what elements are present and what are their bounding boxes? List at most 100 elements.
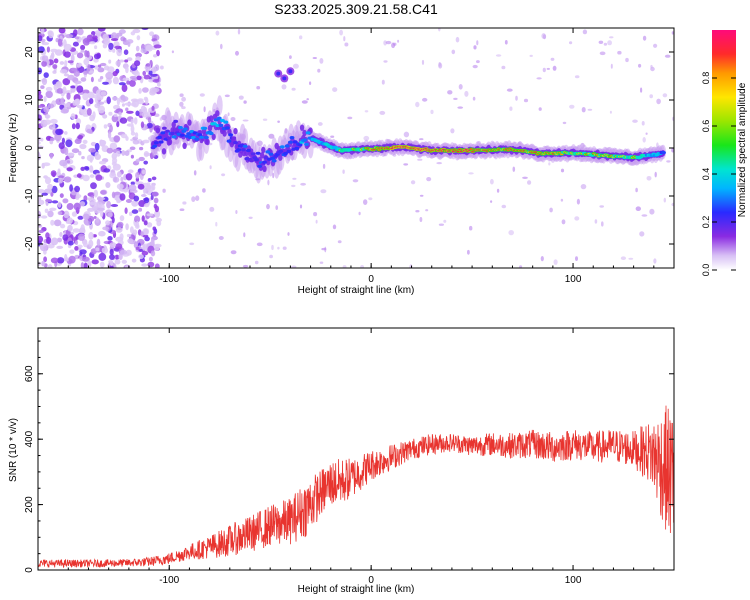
spectrogram-noise-cell [468, 172, 474, 175]
spectrogram-noise-cell [291, 265, 297, 268]
spectrogram-ridge-core [279, 145, 285, 149]
spectrogram-noise-cell [38, 229, 44, 234]
spectrogram-noise-cell [453, 97, 458, 100]
spectrogram-noise-cell [109, 254, 115, 260]
spectrogram-noise-cell [38, 235, 44, 243]
spectrogram-noise-cell [131, 258, 137, 263]
spectrogram-noise-cell [56, 257, 65, 264]
spectrogram-noise-cell [38, 90, 42, 95]
spectrogram-noise-cell [141, 215, 145, 222]
spectrogram-ridge-cell [211, 133, 216, 141]
spectrogram-noise-cell [68, 255, 76, 264]
spectrogram-noise-cell [150, 250, 156, 257]
spectrogram-noise-cell [50, 137, 55, 142]
spectrogram-noise-cell [447, 90, 453, 95]
y-tick-label: 20 [24, 46, 35, 58]
spectrogram-noise-cell [133, 195, 140, 202]
spectrogram-noise-cell [153, 197, 159, 204]
spectrogram-noise-cell [287, 232, 290, 236]
spectrogram-noise-cell [70, 85, 76, 89]
spectrogram-noise-cell [153, 44, 162, 49]
spectrogram-noise-cell [256, 86, 261, 90]
spectrogram-noise-cell [83, 262, 88, 268]
spectrogram-noise-cell [277, 120, 280, 123]
spectrogram-noise-cell [580, 184, 587, 190]
spectrogram-noise-cell [38, 210, 42, 219]
spectrogram-noise-cell [309, 81, 312, 85]
spectrogram-noise-cell [121, 96, 129, 102]
colorbar-tick-label: 0.0 [701, 264, 711, 277]
spectrogram-noise-cell [44, 188, 52, 194]
spectrogram-noise-cell [63, 39, 67, 48]
spectrogram-noise-cell [38, 141, 41, 145]
spectrogram-noise-cell [490, 178, 494, 185]
spectrogram-noise-cell [299, 204, 303, 209]
spectrogram-ridge-core [216, 116, 222, 120]
spectrogram-noise-cell [581, 107, 586, 113]
x-tick-label: -100 [159, 575, 179, 586]
spectrogram-noise-cell [112, 71, 118, 77]
spectrogram-noise-cell [113, 113, 118, 118]
spectrogram-noise-cell [45, 86, 53, 92]
spectrogram-noise-cell [76, 85, 84, 93]
spectrogram-noise-cell [124, 102, 132, 106]
spectrogram-ridge-core [263, 156, 269, 160]
spectrogram-noise-cell [209, 206, 215, 212]
spectrogram-noise-cell [632, 119, 638, 123]
spectrogram-noise-cell [67, 60, 74, 64]
spectrogram-noise-cell [358, 211, 361, 216]
spectrogram-noise-cell [51, 200, 59, 204]
spectrogram-noise-cell [43, 96, 47, 103]
spectrogram-noise-cell [368, 197, 373, 201]
spectrogram-noise-cell [330, 135, 335, 138]
spectrogram-noise-cell [153, 203, 158, 209]
spectrogram-halo-cell [242, 128, 249, 149]
spectrogram-noise-cell [109, 124, 113, 133]
spectrogram-noise-cell [44, 114, 51, 119]
snr-axes: -100 0 100 0 200 400 600 [24, 328, 675, 586]
snr-frame [37, 327, 675, 571]
spectrogram-noise-cell [425, 209, 429, 212]
spectrogram-noise-cell [105, 220, 111, 226]
spectrogram-noise-cell [93, 53, 101, 60]
spectrogram-noise-cell [72, 228, 81, 233]
spectrogram-noise-cell [134, 215, 141, 223]
spectrogram-noise-cell [103, 168, 111, 173]
spectrogram-ridge-core [250, 152, 256, 156]
spectrogram-noise-cell [238, 95, 244, 100]
spectrogram-noise-cell [94, 65, 98, 70]
spectrogram-ridge-core [153, 141, 159, 145]
spectrogram-noise-cell [142, 244, 146, 251]
spectrogram-noise-cell [490, 200, 493, 203]
spectrogram-noise-cell [74, 240, 79, 246]
colorbar-gradient [712, 30, 736, 270]
spectrogram-noise-cell [560, 168, 565, 173]
spectrogram-noise-cell [126, 80, 131, 85]
spectrogram-noise-cell [70, 54, 75, 63]
spectrogram-noise-cell [127, 238, 134, 244]
spectrogram-noise-cell [299, 35, 303, 40]
spectrogram-noise-cell [610, 63, 613, 69]
spectrogram-noise-cell [45, 90, 53, 99]
spectrogram-noise-cell [617, 50, 622, 55]
spectrogram-noise-cell [154, 210, 161, 218]
spectrogram-noise-cell [49, 207, 57, 211]
spectrogram-noise-cell [92, 94, 98, 99]
spectrogram-noise-cell [125, 223, 129, 231]
spectrogram-noise-cell [195, 195, 200, 201]
spectrogram-noise-cell [49, 152, 54, 159]
spectrogram-noise-cell [119, 249, 128, 255]
spectrogram-noise-cell [560, 198, 564, 202]
spectrogram-noise-cell [65, 34, 73, 39]
spectrogram-noise-cell [235, 50, 239, 56]
spectrogram-noise-cell [130, 131, 136, 136]
spectrogram-noise-cell [126, 123, 134, 127]
spectrogram-noise-cell [181, 96, 187, 102]
spectrogram-noise-cell [112, 96, 118, 101]
spectrogram-noise-cell [63, 51, 71, 58]
spectrogram-ridge-core [226, 139, 232, 143]
spectrogram-noise-cell [645, 132, 648, 135]
spectrogram-noise-cell [82, 38, 91, 46]
spectrogram-noise-cell [90, 141, 97, 147]
